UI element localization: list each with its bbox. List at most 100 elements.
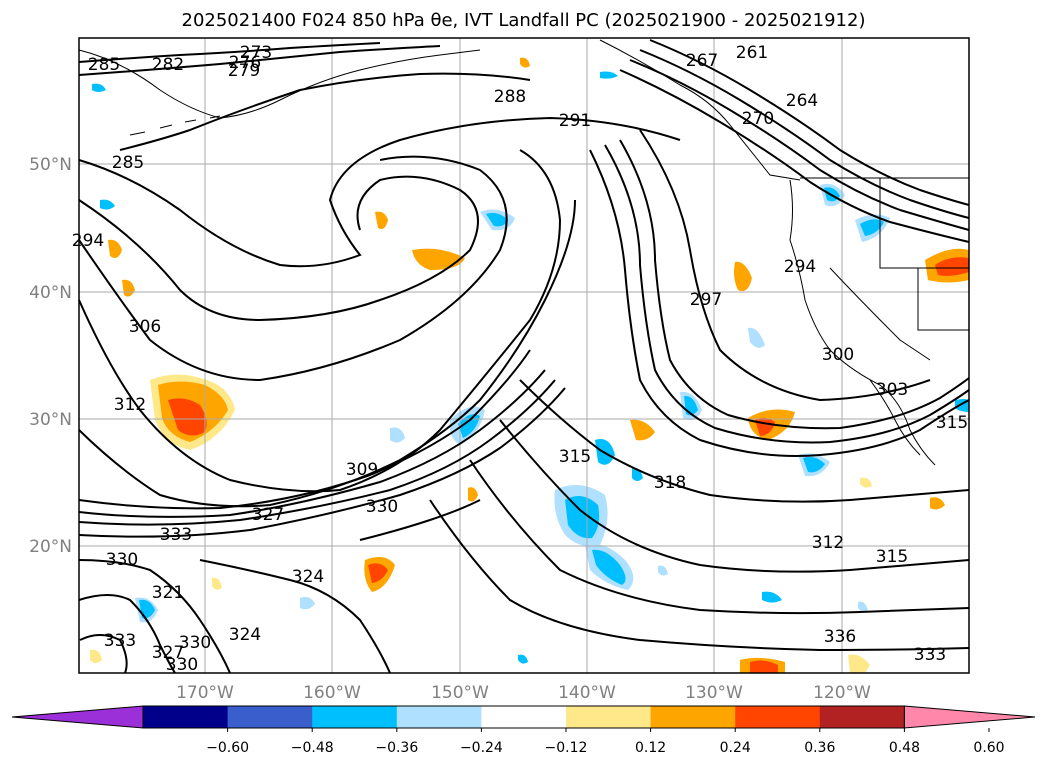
contour-line bbox=[429, 499, 970, 652]
lon-tick-label: 120°W bbox=[813, 683, 871, 703]
contour-label: 276 bbox=[229, 53, 261, 73]
contour-line bbox=[639, 129, 931, 402]
contour-line bbox=[78, 349, 531, 510]
colorbar-segment bbox=[227, 706, 313, 728]
theta-e-contours bbox=[78, 39, 970, 674]
colorbar: −0.60 −0.48 −0.36 −0.24 −0.12 0.12 0.24 0.36 0.4… bbox=[11, 705, 1036, 756]
contour-line bbox=[78, 175, 479, 322]
contour-label: 297 bbox=[690, 290, 722, 310]
contour-line bbox=[519, 379, 970, 503]
lat-tick-label: 50°N bbox=[29, 155, 72, 175]
contour-label: 321 bbox=[152, 583, 184, 603]
contour-line bbox=[78, 379, 556, 526]
colorbar-segment bbox=[312, 706, 398, 728]
shade-negative bbox=[858, 601, 868, 612]
contour-line bbox=[619, 139, 970, 430]
colorbar-tick-label: −0.60 bbox=[206, 740, 249, 756]
lon-axis: 170°W 160°W 150°W 140°W 130°W 120°W bbox=[176, 683, 871, 703]
shade-positive bbox=[108, 239, 122, 258]
shade-negative bbox=[762, 591, 782, 603]
contour-label: 291 bbox=[559, 111, 591, 131]
shade-positive bbox=[468, 487, 478, 502]
contour-line bbox=[78, 369, 546, 518]
contour-line bbox=[78, 199, 576, 508]
contour-label: 270 bbox=[742, 109, 774, 129]
shade-positive bbox=[734, 261, 752, 292]
figure-title: 2025021400 F024 850 hPa θe, IVT Landfall… bbox=[181, 10, 866, 31]
contour-label: 309 bbox=[346, 460, 378, 480]
contour-line bbox=[604, 144, 970, 444]
contour-label: 330 bbox=[106, 550, 138, 570]
colorbar-segment bbox=[566, 706, 652, 728]
shade-negative bbox=[390, 427, 405, 443]
contour-label: 312 bbox=[812, 533, 844, 553]
contour-label: 273 bbox=[240, 43, 272, 63]
contour-label: 264 bbox=[786, 91, 818, 111]
contour-label: 279 bbox=[228, 61, 260, 81]
shade-negative bbox=[803, 456, 825, 473]
contour-label: 330 bbox=[166, 655, 198, 675]
contour-label: 285 bbox=[88, 55, 120, 75]
us-west-coast bbox=[789, 179, 936, 466]
colorbar-tick-label: 0.36 bbox=[804, 740, 835, 756]
shade-negative bbox=[592, 549, 626, 585]
contour-line bbox=[639, 49, 970, 219]
shade-negative bbox=[860, 219, 884, 236]
contour-label: 333 bbox=[104, 631, 136, 651]
colorbar-outline bbox=[142, 705, 905, 729]
contour-label: 333 bbox=[914, 645, 946, 665]
colorbar-tick-label: −0.24 bbox=[460, 740, 503, 756]
shade-positive bbox=[212, 577, 222, 590]
contour-line bbox=[78, 594, 176, 674]
contour-label: 333 bbox=[160, 525, 192, 545]
contour-label: 315 bbox=[876, 547, 908, 567]
shade-negative bbox=[658, 565, 668, 576]
contour-line bbox=[359, 499, 481, 541]
contour-line bbox=[78, 387, 566, 538]
shade-positive bbox=[520, 57, 530, 68]
contour-label: 294 bbox=[784, 257, 816, 277]
contour-line bbox=[119, 72, 531, 151]
lat-tick-label: 40°N bbox=[29, 283, 72, 303]
state-border bbox=[879, 178, 969, 269]
contour-line bbox=[619, 69, 970, 243]
colorbar-tick-label: 0.12 bbox=[635, 740, 666, 756]
colorbar-segment bbox=[819, 706, 905, 728]
shade-negative bbox=[632, 467, 643, 481]
contour-line bbox=[78, 45, 441, 76]
baja-coast bbox=[869, 379, 921, 456]
aleutian-islands bbox=[129, 115, 221, 136]
contour-label: 315 bbox=[559, 447, 591, 467]
contour-label: 336 bbox=[824, 627, 856, 647]
shade-positive bbox=[168, 398, 207, 436]
contour-label: 330 bbox=[179, 633, 211, 653]
shade-positive bbox=[368, 563, 388, 583]
contour-line bbox=[78, 155, 508, 382]
colorbar-tick-label: −0.12 bbox=[545, 740, 588, 756]
shade-negative bbox=[565, 496, 600, 539]
shade-positive bbox=[90, 649, 102, 663]
lon-tick-label: 130°W bbox=[685, 683, 743, 703]
shade-negative bbox=[458, 414, 480, 438]
lon-tick-label: 170°W bbox=[176, 683, 234, 703]
shade-positive bbox=[935, 257, 969, 276]
lon-tick-label: 140°W bbox=[558, 683, 616, 703]
shade-negative bbox=[486, 212, 508, 227]
alaska-coast bbox=[78, 49, 481, 119]
contour-label: 318 bbox=[654, 473, 686, 493]
lon-tick-label: 150°W bbox=[431, 683, 489, 703]
contour-label: 300 bbox=[822, 345, 854, 365]
coastlines bbox=[78, 39, 969, 466]
shade-negative bbox=[600, 71, 618, 79]
shade-negative bbox=[748, 327, 765, 348]
colorbar-tick-label: 0.48 bbox=[889, 740, 920, 756]
contour-labels: 285 282 273 276 279 261 267 264 270 288 … bbox=[72, 43, 968, 675]
contour-label: 267 bbox=[686, 51, 718, 71]
shade-positive bbox=[848, 654, 870, 673]
contour-label: 282 bbox=[152, 55, 184, 75]
contour-line bbox=[78, 42, 381, 63]
contour-label: 294 bbox=[72, 231, 104, 251]
colorbar-tick-label: 0.24 bbox=[720, 740, 751, 756]
colorbar-extend-high bbox=[903, 705, 1036, 729]
map-frame bbox=[78, 37, 970, 674]
